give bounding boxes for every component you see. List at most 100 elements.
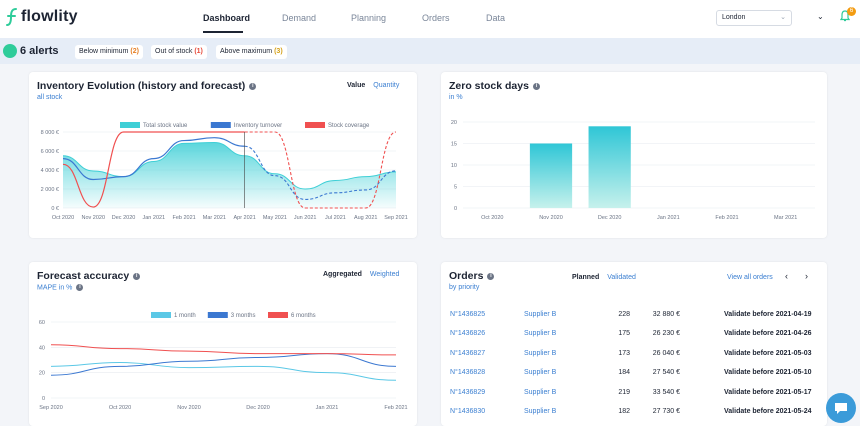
forecast-card	[29, 262, 417, 426]
order-qty: 228	[618, 311, 630, 318]
y-tick-label: 60	[39, 320, 45, 326]
chip-label: Out of stock	[155, 48, 193, 55]
x-tick-label: Oct 2020	[52, 215, 74, 221]
next-page-icon[interactable]: ›	[805, 271, 808, 281]
y-tick-label: 40	[39, 345, 45, 351]
info-icon[interactable]: i	[532, 82, 540, 90]
info-icon[interactable]: i	[249, 82, 257, 90]
order-supplier[interactable]: Supplier B	[524, 330, 557, 337]
table-row[interactable]: N°1436827 Supplier B 173 26 040 € Valida…	[450, 347, 830, 361]
chip-below-minimum[interactable]: Below minimum (2)	[75, 45, 143, 59]
bar	[588, 126, 631, 208]
order-supplier[interactable]: Supplier B	[524, 408, 557, 415]
order-amount: 33 540 €	[652, 389, 680, 396]
chip-count: (3)	[274, 48, 283, 55]
nav-orders[interactable]: Orders	[422, 13, 450, 23]
series-history-line	[62, 137, 245, 181]
info-icon[interactable]: i	[133, 272, 141, 280]
order-supplier[interactable]: Supplier B	[524, 389, 557, 396]
chat-button[interactable]	[826, 393, 856, 423]
zero-stock-chart: 0 5 10 15 20 Oct 2020 Nov 2020 Dec 2020 Jan 2021…	[451, 120, 815, 221]
legend-label: Total stock value	[143, 123, 188, 129]
chat-icon	[835, 403, 847, 414]
table-row[interactable]: N°1436826 Supplier B 175 26 230 € Valida…	[450, 327, 830, 341]
x-tick-label: Dec 2020	[112, 215, 136, 221]
y-tick-label: 20	[451, 120, 457, 126]
user-menu-chevron-icon[interactable]: ⌄	[817, 12, 824, 21]
top-bar: flowlity Dashboard Demand Planning Order…	[0, 0, 860, 38]
location-select[interactable]: London ⌄	[716, 10, 792, 26]
nav-planning[interactable]: Planning	[351, 13, 387, 23]
toggle-aggregated[interactable]: Aggregated	[323, 271, 362, 278]
orders-subtitle: by priority	[449, 284, 480, 291]
table-row[interactable]: N°1436828 Supplier B 184 27 540 € Valida…	[450, 366, 830, 380]
chip-label: Above maximum	[220, 48, 273, 55]
y-tick-label: 0	[42, 396, 45, 402]
alert-bar	[0, 38, 860, 64]
notification-badge: 6	[847, 7, 856, 16]
order-id[interactable]: N°1436826	[450, 330, 486, 337]
order-supplier[interactable]: Supplier B	[524, 311, 557, 318]
x-tick-label: Jan 2021	[657, 215, 680, 221]
tab-validated[interactable]: Validated	[607, 274, 636, 281]
x-tick-label: Oct 2020	[109, 405, 131, 411]
tab-planned[interactable]: Planned	[572, 274, 600, 281]
forecast-title-text: Forecast accuracy	[37, 270, 130, 282]
zero-stock-title: Zero stock days i	[449, 80, 540, 92]
order-id[interactable]: N°1436827	[450, 350, 486, 357]
nav-data[interactable]: Data	[486, 13, 506, 23]
order-amount: 27 730 €	[652, 408, 680, 415]
x-tick-label: Feb 2021	[715, 215, 738, 221]
legend-swatch	[305, 122, 325, 128]
alert-bell-icon	[3, 44, 17, 58]
order-id[interactable]: N°1436825	[450, 311, 486, 318]
series-forecast-line	[244, 145, 397, 201]
nav-dashboard[interactable]: Dashboard	[203, 13, 251, 23]
table-row[interactable]: N°1436825 Supplier B 228 32 880 € Valida…	[450, 308, 830, 322]
order-amount: 32 880 €	[652, 311, 680, 318]
toggle-value[interactable]: Value	[347, 82, 366, 89]
order-id[interactable]: N°1436829	[450, 389, 486, 396]
chip-out-of-stock[interactable]: Out of stock (1)	[151, 45, 207, 59]
legend-label: Stock coverage	[328, 123, 370, 129]
legend-swatch	[268, 312, 288, 318]
x-tick-label: Sep 2021	[384, 215, 408, 221]
x-tick-label: Feb 2021	[384, 405, 407, 411]
order-supplier[interactable]: Supplier B	[524, 350, 557, 357]
y-tick-label: 20	[39, 371, 45, 377]
y-tick-label: 15	[451, 142, 457, 148]
x-tick-label: Jun 2021	[294, 215, 317, 221]
series-line	[50, 362, 397, 381]
order-qty: 175	[618, 330, 630, 337]
legend-label: Inventory turnover	[234, 123, 282, 129]
table-row[interactable]: N°1436829 Supplier B 219 33 540 € Valida…	[450, 386, 830, 400]
toggle-weighted[interactable]: Weighted	[369, 271, 400, 278]
toggle-quantity[interactable]: Quantity	[373, 82, 400, 89]
inventory-chart: 0 € 2 000 € 4 000 € 6 000 € 8 000 € Oct 2020 N…	[41, 122, 408, 221]
prev-page-icon[interactable]: ‹	[785, 271, 788, 281]
logo[interactable]: flowlity	[6, 8, 78, 26]
x-tick-label: Nov 2020	[177, 405, 201, 411]
series-history-line	[62, 131, 245, 208]
order-qty: 184	[618, 369, 630, 376]
x-tick-label: Dec 2020	[246, 405, 270, 411]
chip-above-maximum[interactable]: Above maximum (3)	[216, 45, 287, 59]
nav-demand[interactable]: Demand	[282, 13, 317, 23]
x-tick-label: Nov 2020	[539, 215, 563, 221]
order-id[interactable]: N°1436830	[450, 408, 486, 415]
order-amount: 26 230 €	[652, 330, 680, 337]
order-id[interactable]: N°1436828	[450, 369, 486, 376]
forecast-toggle: Aggregated Weighted	[323, 271, 399, 278]
order-supplier[interactable]: Supplier B	[524, 369, 557, 376]
info-icon[interactable]: i	[487, 272, 495, 280]
zero-stock-subtitle: in %	[449, 94, 463, 101]
x-tick-label: Sep 2020	[39, 405, 63, 411]
view-all-orders-link[interactable]: View all orders	[727, 274, 773, 281]
chip-count: (1)	[194, 48, 203, 55]
info-icon[interactable]: i	[76, 284, 84, 291]
chip-label: Below minimum	[79, 48, 129, 55]
zero-stock-card	[441, 72, 827, 238]
inventory-title-text: Inventory Evolution (history and forecas…	[37, 80, 246, 92]
x-tick-label: Jul 2021	[325, 215, 346, 221]
table-row[interactable]: N°1436830 Supplier B 182 27 730 € Valida…	[450, 405, 830, 419]
